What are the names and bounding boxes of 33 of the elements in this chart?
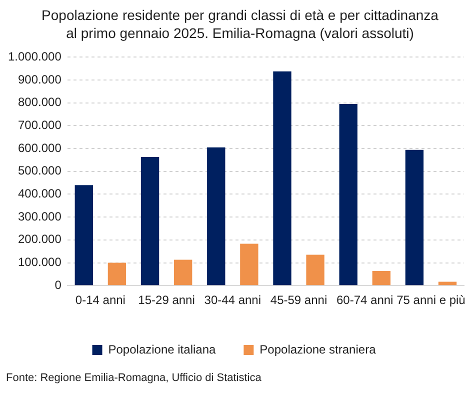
y-tick-label: 800.000 bbox=[18, 95, 62, 110]
x-tick-label: 15-29 anni bbox=[138, 293, 195, 308]
y-tick-label: 700.000 bbox=[18, 118, 62, 132]
legend-label: Popolazione straniera bbox=[260, 342, 376, 356]
x-tick-label: 45-59 anni bbox=[270, 293, 328, 308]
y-tick-label: 0 bbox=[54, 278, 62, 292]
y-tick-label: 1.000.000 bbox=[8, 50, 62, 64]
y-tick-label: 900.000 bbox=[18, 72, 62, 86]
bar bbox=[372, 270, 390, 286]
x-tick-label: 0-14 anni bbox=[75, 293, 126, 308]
y-tick-label: 400.000 bbox=[18, 186, 62, 201]
y-tick-label: 200.000 bbox=[18, 232, 62, 246]
source-note: Fonte: Regione Emilia-Romagna, Ufficio di Statistica bbox=[6, 372, 262, 384]
x-tick-label: 75 anni e più bbox=[396, 293, 466, 308]
x-tick-label: 60-74 anni bbox=[336, 293, 394, 308]
y-tick-label: 300.000 bbox=[18, 209, 62, 224]
x-tick-label: 30-44 anni bbox=[204, 293, 262, 308]
bar bbox=[339, 104, 358, 286]
bar bbox=[405, 150, 424, 286]
bar bbox=[240, 244, 258, 286]
bar bbox=[438, 282, 457, 286]
bar bbox=[140, 157, 160, 286]
legend-label: Popolazione italiana bbox=[108, 342, 216, 356]
y-tick-label: 600.000 bbox=[18, 140, 62, 155]
bar bbox=[306, 254, 324, 286]
bar bbox=[108, 262, 126, 286]
bar bbox=[74, 185, 93, 286]
y-tick-label: 500.000 bbox=[18, 164, 62, 178]
chart-title: Popolazione residente per grandi classi di età e per cittadinanza al primo gennaio 2025. Emilia-Romagna (valori assoluti) bbox=[40, 6, 440, 42]
bar bbox=[174, 260, 192, 286]
bar bbox=[273, 71, 292, 286]
bar bbox=[207, 147, 226, 286]
y-tick-label: 100.000 bbox=[18, 255, 62, 270]
